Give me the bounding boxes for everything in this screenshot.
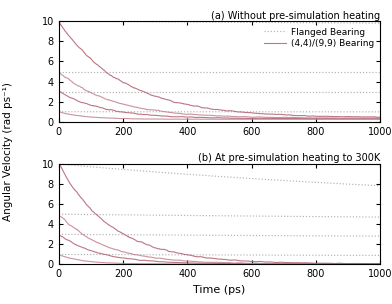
Legend: Flanged Bearing, (4,4)/(9,9) Bearing: Flanged Bearing, (4,4)/(9,9) Bearing (262, 26, 376, 50)
Text: (a) Without pre-simulation heating: (a) Without pre-simulation heating (211, 11, 380, 20)
Text: Angular Velocity (rad ps⁻¹): Angular Velocity (rad ps⁻¹) (3, 83, 13, 221)
Text: (b) At pre-simulation heating to 300K: (b) At pre-simulation heating to 300K (198, 153, 380, 163)
X-axis label: Time (ps): Time (ps) (193, 285, 246, 295)
